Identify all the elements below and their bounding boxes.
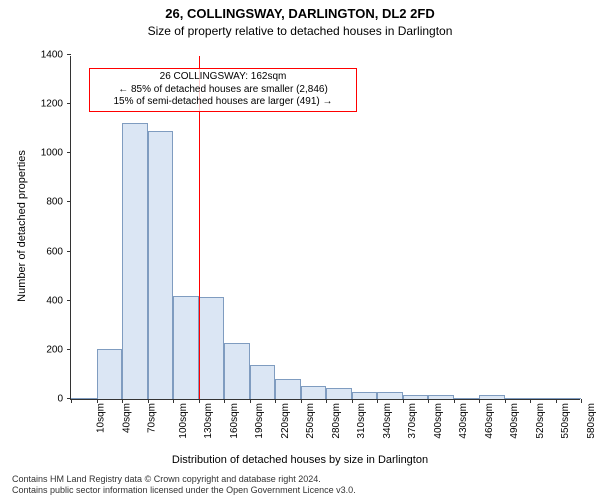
y-tick-label: 400 <box>46 295 71 306</box>
x-tick-mark <box>556 399 557 403</box>
x-tick-mark <box>122 399 123 403</box>
footer-line-2: Contains public sector information licen… <box>12 485 600 496</box>
x-tick-label: 10sqm <box>96 403 107 433</box>
plot-area: 26 COLLINGSWAY: 162sqm ← 85% of detached… <box>70 56 580 400</box>
x-tick-mark <box>530 399 531 403</box>
histogram-bar <box>173 296 199 399</box>
x-axis-label: Distribution of detached houses by size … <box>0 454 600 466</box>
x-tick-mark <box>352 399 353 403</box>
histogram-bar <box>326 388 352 399</box>
x-tick-label: 100sqm <box>178 403 189 439</box>
x-tick-label: 370sqm <box>407 403 418 439</box>
annotation-box: 26 COLLINGSWAY: 162sqm ← 85% of detached… <box>89 68 357 112</box>
annotation-line-1: 26 COLLINGSWAY: 162sqm <box>94 71 352 84</box>
annotation-line-3: 15% of semi-detached houses are larger (… <box>94 96 352 109</box>
x-tick-mark <box>505 399 506 403</box>
footer-line-1: Contains HM Land Registry data © Crown c… <box>12 474 600 485</box>
chart-title: 26, COLLINGSWAY, DARLINGTON, DL2 2FD <box>0 6 600 21</box>
y-tick-label: 200 <box>46 344 71 355</box>
x-tick-mark <box>250 399 251 403</box>
x-tick-mark <box>199 399 200 403</box>
histogram-bar <box>530 398 556 399</box>
x-tick-mark <box>403 399 404 403</box>
y-tick-mark <box>67 251 71 252</box>
x-tick-mark <box>581 399 582 403</box>
chart-subtitle: Size of property relative to detached ho… <box>0 24 600 38</box>
histogram-bar <box>428 395 454 399</box>
y-tick-label: 600 <box>46 246 71 257</box>
x-tick-label: 70sqm <box>147 403 158 433</box>
y-tick-label: 1400 <box>41 50 71 61</box>
histogram-bar <box>199 297 225 399</box>
histogram-bar <box>224 343 250 400</box>
x-tick-label: 280sqm <box>331 403 342 439</box>
x-tick-label: 250sqm <box>305 403 316 439</box>
histogram-bar <box>505 398 531 399</box>
histogram-bar <box>454 398 480 399</box>
histogram-bar <box>352 392 378 399</box>
x-tick-mark <box>479 399 480 403</box>
y-tick-label: 1000 <box>41 148 71 159</box>
x-tick-mark <box>148 399 149 403</box>
x-tick-label: 460sqm <box>484 403 495 439</box>
y-tick-mark <box>67 103 71 104</box>
x-tick-label: 520sqm <box>535 403 546 439</box>
footer: Contains HM Land Registry data © Crown c… <box>0 474 600 497</box>
y-axis-label: Number of detached properties <box>16 126 28 326</box>
x-tick-mark <box>173 399 174 403</box>
histogram-bar <box>71 398 97 399</box>
histogram-bar <box>97 349 123 399</box>
y-tick-label: 0 <box>57 394 71 405</box>
histogram-bar <box>122 123 148 399</box>
x-tick-label: 490sqm <box>509 403 520 439</box>
y-tick-mark <box>67 201 71 202</box>
x-tick-mark <box>224 399 225 403</box>
x-tick-mark <box>301 399 302 403</box>
x-tick-label: 550sqm <box>560 403 571 439</box>
x-tick-label: 310sqm <box>356 403 367 439</box>
y-tick-mark <box>67 349 71 350</box>
y-tick-label: 800 <box>46 197 71 208</box>
x-tick-mark <box>275 399 276 403</box>
histogram-bar <box>403 395 429 399</box>
x-tick-label: 400sqm <box>433 403 444 439</box>
x-tick-label: 220sqm <box>280 403 291 439</box>
y-tick-mark <box>67 54 71 55</box>
x-tick-mark <box>377 399 378 403</box>
x-tick-mark <box>71 399 72 403</box>
histogram-bar <box>275 379 301 399</box>
histogram-bar <box>250 365 276 399</box>
x-tick-label: 160sqm <box>229 403 240 439</box>
y-tick-mark <box>67 300 71 301</box>
x-tick-label: 430sqm <box>458 403 469 439</box>
x-tick-mark <box>454 399 455 403</box>
y-tick-label: 1200 <box>41 99 71 110</box>
x-tick-label: 580sqm <box>586 403 597 439</box>
histogram-bar <box>377 392 403 399</box>
histogram-bar <box>148 131 174 399</box>
x-tick-label: 40sqm <box>121 403 132 433</box>
chart-container: 26, COLLINGSWAY, DARLINGTON, DL2 2FD Siz… <box>0 0 600 500</box>
y-tick-mark <box>67 152 71 153</box>
histogram-bar <box>479 395 505 399</box>
x-tick-label: 130sqm <box>203 403 214 439</box>
x-tick-mark <box>326 399 327 403</box>
x-tick-mark <box>97 399 98 403</box>
histogram-bar <box>556 398 582 399</box>
x-tick-mark <box>428 399 429 403</box>
x-tick-label: 340sqm <box>382 403 393 439</box>
x-tick-label: 190sqm <box>254 403 265 439</box>
histogram-bar <box>301 386 327 400</box>
annotation-line-2: ← 85% of detached houses are smaller (2,… <box>94 84 352 97</box>
